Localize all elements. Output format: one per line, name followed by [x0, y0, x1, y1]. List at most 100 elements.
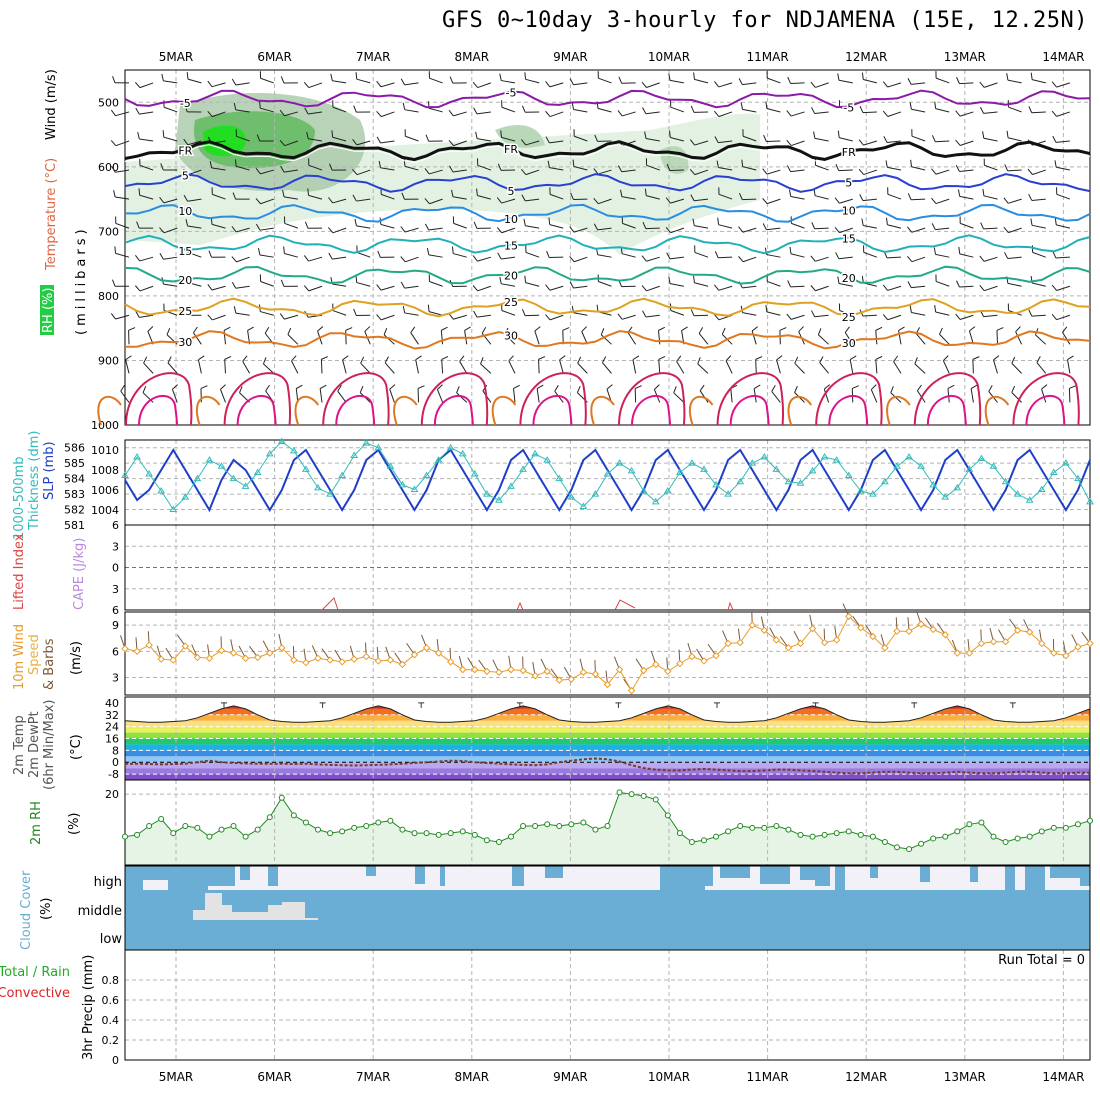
thickness-marker	[386, 462, 395, 469]
wind-barb-flag	[1028, 106, 1033, 113]
wind-barb-flag	[907, 193, 912, 200]
wind-barb-flag	[136, 221, 140, 229]
wind-barb-flag	[135, 255, 141, 262]
wind-barb	[959, 111, 974, 117]
temp-band	[125, 774, 1090, 780]
wind-barb	[115, 196, 130, 200]
wind-barb-flag	[811, 222, 816, 229]
cloud-high-bar	[660, 866, 705, 890]
thickness-marker	[1086, 497, 1094, 505]
wind-barb-flag	[208, 250, 212, 258]
wind-barb	[1056, 166, 1070, 171]
rh2m-marker	[1014, 835, 1021, 842]
wind-barb-flag	[917, 384, 922, 392]
wind-barb-flag	[810, 285, 816, 292]
wind-barb-flag	[859, 105, 864, 113]
wind-barb	[453, 253, 467, 258]
thickness-marker	[579, 502, 588, 509]
wind-barb-flag	[524, 72, 527, 80]
wind-barb-flag	[383, 328, 388, 335]
wind-barb-flag	[1003, 226, 1009, 233]
wind-barb-flag	[569, 256, 575, 263]
wind-barb	[308, 164, 323, 171]
wind-barb-flag	[1067, 355, 1074, 360]
wind-barb-flag	[112, 76, 116, 83]
wind-barb-flag	[955, 165, 960, 172]
wind-barb	[1056, 82, 1071, 88]
wind10m-speed-marker	[579, 668, 588, 676]
thickness-marker	[458, 449, 467, 457]
wind-barb-flag	[690, 194, 695, 201]
wind-barb	[1032, 169, 1046, 175]
slp-tick: 1008	[91, 464, 119, 477]
wind-barb-flag	[207, 111, 213, 117]
wind-barb	[694, 282, 709, 287]
thickness-marker	[241, 482, 250, 489]
wind-barb	[1008, 227, 1022, 234]
wind-barb-flag	[570, 192, 574, 200]
wind-barb	[911, 82, 926, 85]
wind-barb	[959, 82, 974, 85]
thickness-marker	[639, 487, 648, 494]
pressure-tick: 1000	[91, 419, 119, 432]
wind-barb	[725, 360, 733, 374]
wind-barb	[187, 281, 202, 287]
wind-barb-flag	[600, 328, 605, 335]
wind-barb-flag	[448, 110, 454, 117]
wind-barb-flag	[496, 227, 503, 234]
precip-tick: 0.8	[102, 974, 120, 987]
wind-barb	[646, 256, 660, 262]
wind-barb	[1031, 198, 1046, 201]
wind-barb-flag	[134, 81, 141, 88]
lifted-index-tick: 3	[112, 583, 119, 596]
wind-barb	[139, 138, 154, 142]
wind-barb-flag	[473, 107, 478, 115]
wind-barb	[441, 359, 444, 374]
rh2m-marker	[495, 838, 502, 845]
wind-barb-flag	[642, 221, 647, 229]
wind-barb-flag	[1062, 326, 1068, 333]
wind-barb-flag	[786, 165, 792, 172]
wind-barb	[405, 135, 419, 142]
wind-barb-flag	[819, 356, 824, 363]
wind-barb	[673, 392, 685, 403]
wind-barb	[996, 330, 998, 345]
wind-barb-flag	[135, 311, 140, 318]
wind10m-speed-marker	[893, 627, 901, 635]
wind-barb-flag	[497, 252, 502, 260]
wind-barb	[381, 111, 395, 118]
wind-barb-flag	[665, 197, 671, 204]
wind-barb-flag	[979, 284, 985, 292]
thickness-marker	[157, 487, 166, 494]
wind-barb-flag	[304, 107, 309, 115]
wind-barb	[621, 253, 636, 258]
temp-band	[125, 750, 1090, 757]
wind-barb	[1067, 359, 1071, 374]
thickness-marker	[905, 453, 913, 460]
wind10m-speed-marker	[1013, 626, 1022, 635]
wind-barb-flag	[545, 284, 551, 291]
cloud-high-bar	[920, 866, 930, 882]
rh2m-marker	[399, 826, 406, 833]
wind-barb	[694, 198, 709, 202]
rh2m-marker	[471, 831, 478, 838]
lifted-index-spike	[516, 601, 524, 611]
wind-barb-flag	[996, 327, 1004, 331]
wind-barb-flag	[858, 168, 865, 175]
wind-barb-flag	[890, 386, 894, 394]
wind-barb	[911, 135, 926, 142]
wind-barb-flag	[1051, 284, 1057, 291]
thickness-marker	[796, 479, 805, 486]
wind-barb	[549, 140, 564, 144]
wind-barb	[1008, 106, 1022, 113]
wind-barb-flag	[576, 385, 581, 393]
wind10m-speed-marker	[483, 667, 491, 676]
wind-barb-flag	[1003, 197, 1009, 204]
wind-barb	[380, 82, 395, 88]
wind-barb	[676, 361, 685, 374]
wind-barb	[935, 280, 950, 287]
thickness-marker	[724, 490, 733, 497]
rh2m-marker	[182, 823, 189, 830]
date-label-bottom: 13MAR	[944, 1070, 986, 1084]
wind-barb-flag	[837, 73, 840, 81]
